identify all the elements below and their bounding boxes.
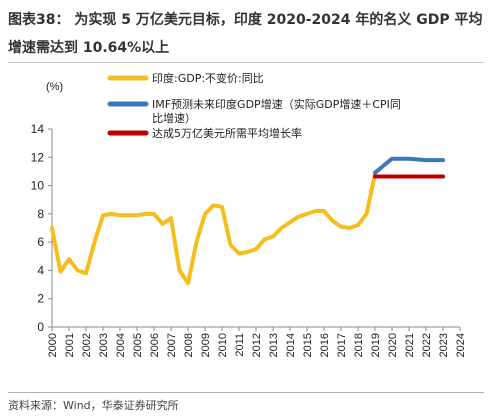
x-tick-label: 2001 [64,333,76,357]
y-tick-label: 12 [31,150,45,164]
y-tick-label: 8 [37,207,44,221]
line-chart: 0 2 4 6 8 10 12 14 (%) 2000 2001 2002 2003 2004 2005 20… [31,71,467,357]
series-line-1 [50,172,377,286]
y-tick-label: 0 [37,320,44,334]
x-tick-label: 2024 [455,333,467,357]
x-tick-label: 2016 [319,333,331,357]
source-divider [8,392,484,393]
x-tick-label: 2000 [47,333,59,357]
x-tick-label: 2007 [166,333,178,357]
x-tick-label: 2014 [285,333,297,357]
y-tick-label: 6 [37,235,44,249]
x-tick-label: 2017 [336,333,348,357]
x-tick-label: 2011 [234,333,246,357]
x-tick-label: 2013 [268,333,280,357]
y-tick-label: 4 [37,263,44,277]
x-tick-label: 2023 [438,333,450,357]
y-tick-label: 14 [31,122,45,136]
source-note: 资料来源：Wind，华泰证券研究所 [8,399,179,412]
x-tick-label: 2010 [217,333,229,357]
title-line-2: 增速需达到 10.64%以上 [8,40,170,56]
x-tick-label: 2015 [302,333,314,357]
x-tick-label: 2002 [81,333,93,357]
series-line-2 [373,156,445,175]
x-tick-label: 2012 [251,333,263,357]
title-line-1: 图表38： 为实现 5 万亿美元目标，印度 2020-2024 年的名义 GDP… [8,12,483,28]
x-tick-label: 2004 [115,333,127,357]
y-tick-label: 10 [31,179,45,193]
legend-label-1: 印度:GDP:不变价:同比 [152,71,264,85]
y-axis-unit-label: (%) [46,81,63,93]
x-tick-label: 2009 [200,333,212,357]
x-tick-label: 2020 [387,333,399,357]
x-tick-label: 2008 [183,333,195,357]
x-tick-label: 2006 [149,333,161,357]
x-tick-label: 2003 [98,333,110,357]
legend-label-3: 达成5万亿美元所需平均增长率 [152,126,302,140]
x-tick-label: 2022 [421,333,433,357]
legend-label-2: IMF预测未来印度GDP增速（实际GDP增速＋CPI同比增速） [152,97,401,125]
x-tick-label: 2019 [370,333,382,357]
x-tick-label: 2021 [404,333,416,357]
x-tick-label: 2005 [132,333,144,357]
y-tick-label: 2 [37,292,44,306]
chart-title: 图表38： 为实现 5 万亿美元目标，印度 2020-2024 年的名义 GDP… [8,6,486,62]
title-divider [8,62,484,63]
x-tick-label: 2018 [353,333,365,357]
